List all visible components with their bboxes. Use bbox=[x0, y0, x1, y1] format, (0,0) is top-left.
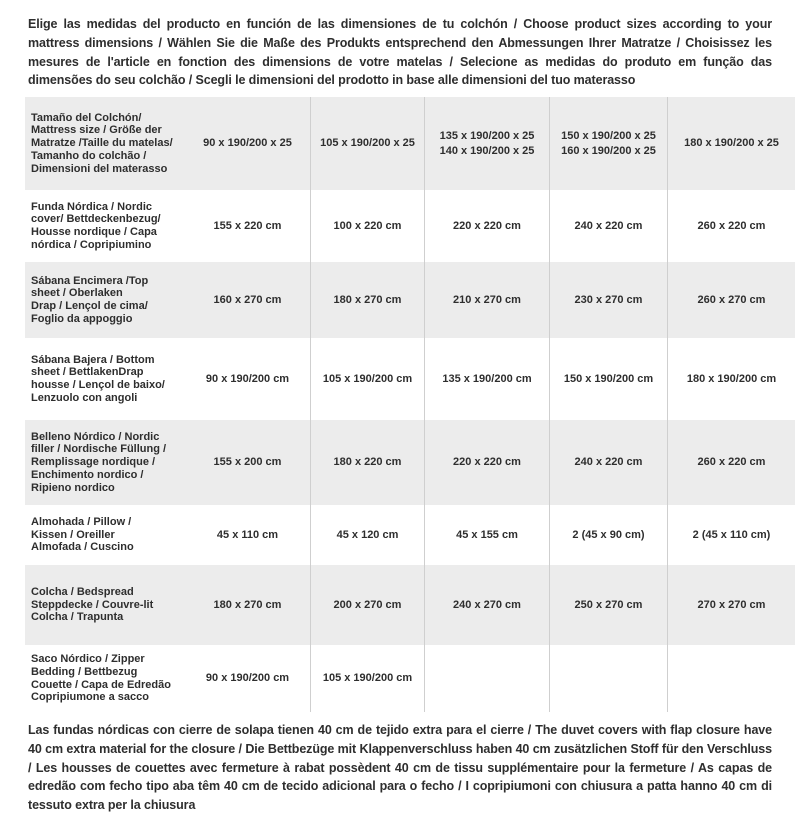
row-label: Colcha / Bedspread Steppdecke / Couvre-li… bbox=[31, 585, 154, 624]
size-cell: 155 x 220 cm bbox=[213, 219, 282, 232]
size-cell: 220 x 220 cm bbox=[424, 190, 549, 262]
size-cell: 2 (45 x 110 cm) bbox=[667, 505, 795, 565]
size-cell: 105 x 190/200 cm bbox=[310, 645, 424, 712]
row-label: Sábana Bajera / Bottom sheet / BettlakenD… bbox=[31, 353, 165, 404]
size-cell: 45 x 110 cm bbox=[216, 528, 279, 541]
size-cell: 180 x 270 cm bbox=[310, 262, 424, 338]
size-cell: 260 x 270 cm bbox=[667, 262, 795, 338]
table-row: Funda Nórdica / Nordic cover/ Bettdeckenb… bbox=[25, 190, 795, 262]
size-cell: 100 x 220 cm bbox=[310, 190, 424, 262]
size-cell: 230 x 270 cm bbox=[549, 262, 667, 338]
size-cell: 180 x 220 cm bbox=[310, 420, 424, 505]
row-label: Almohada / Pillow / Kissen / Oreiller Almo… bbox=[31, 515, 134, 554]
size-cell: 180 x 190/200 cm bbox=[667, 338, 795, 420]
size-cell: 200 x 270 cm bbox=[310, 565, 424, 645]
row-label: Sábana Encimera /Top sheet / Oberlaken Dra… bbox=[31, 274, 149, 325]
row-label: Belleno Nórdico / Nordic filler / Nordisc… bbox=[31, 430, 167, 494]
row-label: Tamaño del Colchón/Mattress size / Größe… bbox=[31, 111, 173, 175]
table-row: Almohada / Pillow / Kissen / Oreiller Almo… bbox=[25, 505, 795, 565]
size-cell: 220 x 220 cm bbox=[424, 420, 549, 505]
size-cell: 150 x 190/200 x 25 160 x 190/200 x 25 bbox=[549, 97, 667, 190]
size-cell bbox=[549, 645, 667, 712]
size-cell: 240 x 220 cm bbox=[549, 420, 667, 505]
size-cell: 210 x 270 cm bbox=[424, 262, 549, 338]
size-cell: 90 x 190/200 cm bbox=[205, 672, 290, 685]
table-row: Belleno Nórdico / Nordic filler / Nordisc… bbox=[25, 420, 795, 505]
size-cell: 45 x 120 cm bbox=[310, 505, 424, 565]
size-cell: 240 x 220 cm bbox=[549, 190, 667, 262]
table-row: Tamaño del Colchón/Mattress size / Größe… bbox=[25, 97, 795, 190]
size-cell: 250 x 270 cm bbox=[549, 565, 667, 645]
size-cell: 90 x 190/200 cm bbox=[205, 372, 290, 385]
size-cell: 150 x 190/200 cm bbox=[549, 338, 667, 420]
size-cell bbox=[424, 645, 549, 712]
size-cell: 105 x 190/200 x 25 bbox=[310, 97, 424, 190]
table-row: Saco Nórdico / Zipper Bedding / Bettbezug… bbox=[25, 645, 795, 712]
size-cell: 260 x 220 cm bbox=[667, 190, 795, 262]
size-cell: 90 x 190/200 x 25 bbox=[203, 137, 292, 150]
size-table: Tamaño del Colchón/Mattress size / Größe… bbox=[25, 97, 795, 712]
size-cell: 135 x 190/200 cm bbox=[424, 338, 549, 420]
row-label: Funda Nórdica / Nordic cover/ Bettdeckenb… bbox=[31, 200, 161, 251]
size-cell: 160 x 270 cm bbox=[213, 293, 282, 306]
size-cell: 260 x 220 cm bbox=[667, 420, 795, 505]
size-cell: 105 x 190/200 cm bbox=[310, 338, 424, 420]
intro-text: Elige las medidas del producto en funció… bbox=[28, 17, 772, 88]
size-cell: 155 x 200 cm bbox=[213, 456, 282, 469]
size-cell: 180 x 190/200 x 25 bbox=[667, 97, 795, 190]
size-cell bbox=[667, 645, 795, 712]
table-row: Colcha / Bedspread Steppdecke / Couvre-li… bbox=[25, 565, 795, 645]
size-cell: 240 x 270 cm bbox=[424, 565, 549, 645]
size-cell: 270 x 270 cm bbox=[667, 565, 795, 645]
row-label: Saco Nórdico / Zipper Bedding / Bettbezug… bbox=[31, 653, 171, 704]
footer-note: Las fundas nórdicas con cierre de solapa… bbox=[28, 723, 772, 812]
size-cell: 45 x 155 cm bbox=[424, 505, 549, 565]
size-cell: 135 x 190/200 x 25 140 x 190/200 x 25 bbox=[424, 97, 549, 190]
page: Elige las medidas del producto en funció… bbox=[0, 15, 800, 815]
table-row: Sábana Encimera /Top sheet / Oberlaken Dra… bbox=[25, 262, 795, 338]
size-cell: 180 x 270 cm bbox=[213, 598, 282, 611]
size-cell: 2 (45 x 90 cm) bbox=[549, 505, 667, 565]
table-row: Sábana Bajera / Bottom sheet / BettlakenD… bbox=[25, 338, 795, 420]
